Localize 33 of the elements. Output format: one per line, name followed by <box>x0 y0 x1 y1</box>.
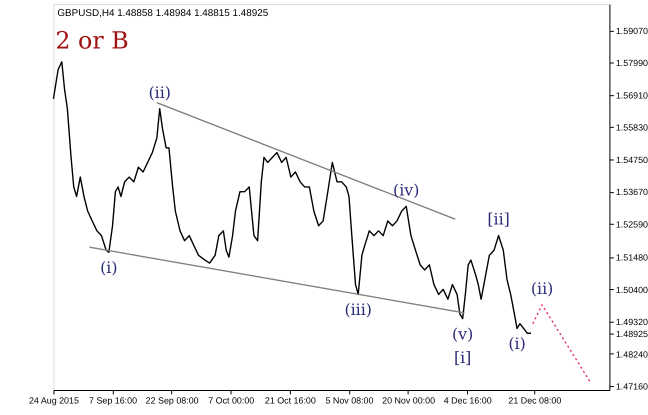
annotation: [i] <box>454 348 472 368</box>
y-tick-label: 1.49320 <box>616 317 648 328</box>
y-tick-label: 1.51480 <box>616 252 648 263</box>
x-tick-label: 24 Aug 2015 <box>28 395 79 406</box>
annotation: (v) <box>452 324 474 344</box>
chart-subtitle: GBPUSD,H4 1.48858 1.48984 1.48815 1.48925 <box>57 8 269 20</box>
y-tick-label: 1.47160 <box>616 382 648 392</box>
x-tick-label: 5 Nov 08:00 <box>325 395 374 406</box>
y-tick-label: 1.52590 <box>616 219 648 230</box>
text: 2 or B <box>55 26 129 55</box>
annotation: (i) <box>508 334 526 354</box>
x-tick-label: 7 Oct 00:00 <box>208 395 254 406</box>
annotation: [ii] <box>487 210 510 229</box>
y-tick-label: 1.50400 <box>616 284 648 295</box>
x-tick-label: 7 Sep 16:00 <box>89 395 138 406</box>
y-tick-label: 1.53670 <box>616 187 648 198</box>
y-tick-label: 1.48240 <box>616 349 648 360</box>
y-tick-label: 1.56910 <box>616 90 648 100</box>
y-tick-label: 1.55830 <box>616 122 648 133</box>
x-tick-label: 21 Oct 16:00 <box>264 395 316 406</box>
annotation: (ii) <box>530 278 554 298</box>
annotation: (iii) <box>344 300 372 320</box>
x-tick-label: 4 Dec 16:00 <box>444 395 492 406</box>
x-tick-label: 22 Sep 08:00 <box>146 395 199 406</box>
y-tick-label: 1.54750 <box>616 154 648 165</box>
y-tick-label: 1.48925 <box>616 328 648 339</box>
annotation: (ii) <box>148 82 171 102</box>
x-tick-label: 20 Nov 00:00 <box>382 395 436 406</box>
y-tick-label: 1.59070 <box>616 26 648 36</box>
y-tick-label: 1.57990 <box>616 58 648 68</box>
x-tick-label: 21 Dec 08:00 <box>508 395 562 406</box>
annotation: (i) <box>100 258 118 278</box>
annotation: (iv) <box>393 180 420 200</box>
